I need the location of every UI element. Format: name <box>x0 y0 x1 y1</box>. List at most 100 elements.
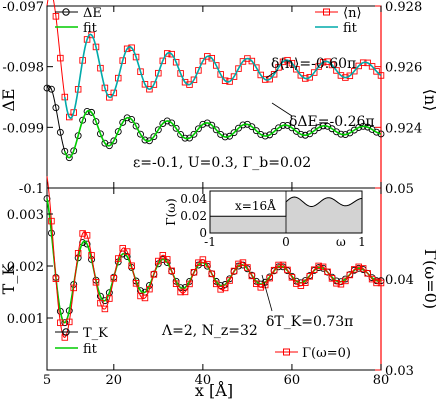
point-1-0 <box>159 255 167 263</box>
top-ytick-right-1: 0.926 <box>385 61 422 76</box>
legend-deltaE: ΔE <box>83 6 102 21</box>
inset-ytick-004: 0.04 <box>180 192 207 206</box>
top-ytick-left-0: -0.097 <box>2 0 44 15</box>
bottom-ytick-left-1: 0.002 <box>7 260 44 275</box>
point-0-0 <box>230 129 238 137</box>
inset-xtick-m1: -1 <box>204 235 216 249</box>
point-0-2 <box>155 69 162 77</box>
point-1-2 <box>368 275 376 283</box>
legend-n: ⟨n⟩ <box>343 6 362 21</box>
bottom-series-group <box>43 176 385 341</box>
point-0-2 <box>230 73 238 80</box>
point-0-0 <box>92 118 100 125</box>
point-0-0 <box>119 119 127 126</box>
point-1-2 <box>324 268 331 276</box>
point-0-2 <box>310 69 318 76</box>
legend-fit-n: fit <box>343 21 358 36</box>
delta-E-label: δΔE=-0.26π <box>289 114 375 130</box>
point-1-2 <box>52 275 60 283</box>
point-0-2 <box>373 68 380 75</box>
top-series-group <box>43 0 385 162</box>
bottom-legend-right: Γ(ω=0) <box>275 346 351 361</box>
point-1-2 <box>342 277 349 285</box>
point-0-0 <box>172 124 180 132</box>
point-1-2 <box>186 280 193 288</box>
point-0-0 <box>288 124 296 132</box>
top-legend-left: ΔE fit <box>55 6 102 36</box>
point-0-2 <box>190 76 198 84</box>
point-1-2 <box>373 279 380 287</box>
point-0-0 <box>43 84 51 92</box>
point-0-0 <box>150 133 158 141</box>
point-0-0 <box>377 130 385 138</box>
point-0-0 <box>48 85 55 93</box>
point-1-2 <box>377 279 385 287</box>
inset-xlabel: ω <box>336 235 346 249</box>
point-0-2 <box>177 70 184 77</box>
point-1-2 <box>275 261 282 269</box>
point-0-2 <box>337 72 345 79</box>
point-1-2 <box>346 271 354 279</box>
point-1-0 <box>83 240 91 248</box>
point-0-2 <box>257 71 265 79</box>
point-1-2 <box>244 264 251 271</box>
delta-T-pointer <box>261 274 273 312</box>
point-1-2 <box>70 284 77 292</box>
point-0-2 <box>168 50 175 58</box>
point-0-2 <box>212 62 220 69</box>
point-1-2 <box>204 260 211 268</box>
point-1-2 <box>221 284 229 292</box>
point-0-0 <box>65 154 73 162</box>
point-0-0 <box>114 128 122 136</box>
bottom-ytick-left-2: 0.001 <box>7 312 44 327</box>
delta-n-pointer <box>265 69 279 79</box>
point-1-2 <box>92 279 100 286</box>
point-0-0 <box>208 121 216 129</box>
point-1-2 <box>208 270 216 278</box>
point-1-2 <box>270 266 278 274</box>
tick-group: -0.097 -0.098 -0.099 -0.1 0.928 0.926 0.924 0.0… <box>2 0 422 388</box>
x-axis-label: x [Å] <box>195 380 233 400</box>
point-0-2 <box>235 65 242 72</box>
legend-fit-E: fit <box>83 21 98 36</box>
point-0-2 <box>275 64 282 71</box>
point-0-0 <box>168 119 176 127</box>
point-0-0 <box>373 128 380 136</box>
point-1-2 <box>355 263 362 271</box>
point-1-2 <box>284 266 291 274</box>
point-0-0 <box>190 130 198 138</box>
point-1-2 <box>123 248 131 255</box>
point-1-2 <box>239 259 247 266</box>
point-1-2 <box>181 288 189 296</box>
delta-E-pointer <box>271 102 293 117</box>
legend-marker-deltaE <box>62 8 70 16</box>
point-1-2 <box>132 280 140 287</box>
bottom-ytick-left-0: 0.003 <box>7 208 44 223</box>
point-0-2 <box>346 72 354 80</box>
point-0-0 <box>132 122 140 130</box>
point-1-2 <box>83 232 91 239</box>
point-0-2 <box>159 57 167 65</box>
legend-marker-gamma <box>283 348 290 356</box>
point-0-2 <box>208 54 216 62</box>
point-1-2 <box>119 245 126 252</box>
point-0-0 <box>79 116 87 124</box>
bottom-params-annotation: Λ=2, N_z=32 <box>161 323 258 339</box>
point-1-2 <box>101 305 109 313</box>
point-1-2 <box>150 271 158 278</box>
point-1-2 <box>230 267 238 275</box>
point-1-0 <box>123 253 131 260</box>
point-0-0 <box>266 131 274 139</box>
point-1-2 <box>168 267 175 275</box>
inset-ylabel: Γ(ω) <box>164 198 178 225</box>
point-0-2 <box>253 64 260 71</box>
point-0-0 <box>315 124 323 132</box>
inset-annotation: x=16Å <box>235 198 276 213</box>
point-0-0 <box>212 126 220 134</box>
point-0-2 <box>315 63 322 70</box>
point-1-2 <box>253 280 260 288</box>
point-1-2 <box>97 299 104 307</box>
point-1-2 <box>288 274 296 281</box>
point-0-2 <box>288 59 296 67</box>
